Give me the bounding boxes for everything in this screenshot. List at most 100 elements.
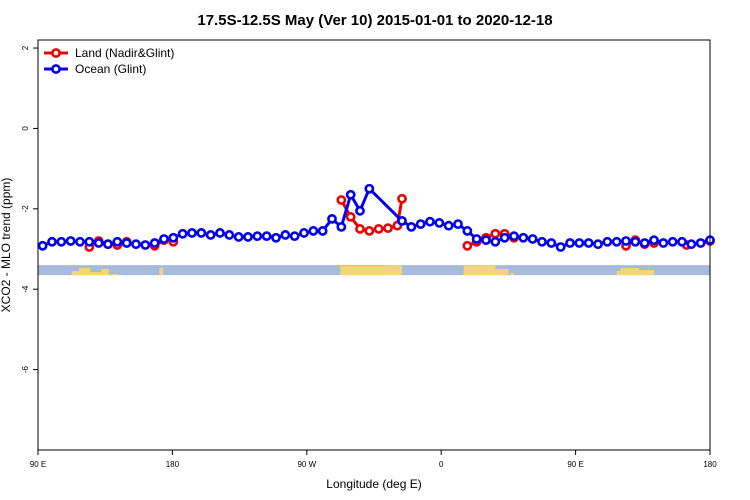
ocean-series-point (84, 236, 95, 247)
chart-title: 17.5S-12.5S May (Ver 10) 2015-01-01 to 2… (197, 12, 552, 29)
land-patch (620, 268, 640, 276)
land-series-point (462, 240, 473, 251)
ocean-series-point (443, 220, 454, 231)
ocean-series-point (453, 219, 463, 229)
ocean-series-point (280, 230, 291, 240)
land-patch (340, 266, 386, 276)
x-tick-label: 0 (439, 460, 444, 469)
ocean-series-point (546, 238, 557, 248)
ocean-series-point (686, 239, 697, 250)
legend: Land (Nadir&Glint) Ocean (Glint) (44, 46, 174, 76)
x-tick-label: 90 E (567, 460, 583, 469)
ocean-series-point (499, 232, 510, 243)
ocean-series-point (168, 232, 179, 243)
ocean-series-point (159, 234, 169, 244)
ocean-series-point (103, 239, 113, 250)
ocean-series-point (131, 239, 141, 250)
ocean-series-point (327, 213, 337, 224)
ocean-series-point (308, 226, 319, 236)
ocean-series-point (406, 222, 417, 232)
ocean-series-point (649, 235, 659, 246)
land-patch (639, 270, 654, 276)
x-tick-label: 90 W (297, 460, 316, 469)
ocean-series-point (224, 230, 235, 240)
land-patch (616, 271, 621, 276)
land-series-point (345, 211, 356, 222)
ocean-series-point (658, 238, 669, 248)
ocean-series-point (695, 238, 706, 248)
ocean-series-point (317, 226, 328, 236)
land-patch (110, 274, 119, 276)
ocean-series-point (252, 231, 263, 242)
legend-marker (51, 48, 61, 58)
ocean-series-point (299, 228, 309, 238)
ocean-series-point (583, 238, 594, 248)
ocean-series-point (593, 239, 603, 250)
ocean-series-point (112, 236, 123, 247)
ocean-series-point (565, 238, 575, 248)
ocean-series-point (75, 236, 85, 247)
x-tick-label: 180 (166, 460, 180, 469)
x-axis-ticks: 90 E 180 90 W 0 90 E 180 (30, 450, 717, 469)
ocean-series-point (271, 232, 281, 243)
land-patch (495, 269, 509, 276)
land-series-point (336, 195, 347, 205)
y-tick-label: -4 (21, 285, 30, 293)
ocean-series-point (574, 238, 585, 248)
y-axis-ticks: 2 0 -2 -4 -6 (21, 45, 38, 373)
land-series-point (490, 228, 501, 239)
y-tick-label: 0 (21, 126, 30, 131)
ocean-series-point (233, 232, 244, 242)
y-tick-label: -6 (21, 366, 30, 374)
land-series-point (383, 223, 393, 234)
x-tick-label: 180 (703, 460, 717, 469)
ocean-series-point (149, 238, 160, 248)
y-tick-label: 2 (21, 45, 30, 50)
series-layer (37, 183, 715, 252)
ocean-series-point (65, 236, 76, 246)
ocean-series-point (425, 216, 435, 227)
ocean-series-point (621, 236, 631, 246)
land-patch (159, 268, 164, 276)
ocean-series-point (667, 236, 678, 247)
legend-label: Ocean (Glint) (75, 62, 146, 76)
ocean-series-point (243, 232, 253, 242)
land-series-point (355, 224, 365, 234)
land-patch (463, 265, 496, 276)
ocean-series-point (355, 205, 365, 216)
ocean-series-point (215, 228, 225, 238)
ocean-series-point (140, 240, 151, 250)
land-patch (71, 271, 80, 276)
land-patch (79, 268, 91, 276)
x-axis-label: Longitude (deg E) (326, 477, 421, 491)
ocean-series-point (677, 236, 687, 247)
ocean-series-point (490, 236, 501, 247)
ocean-series-point (187, 228, 197, 238)
ocean-series-point (93, 238, 104, 248)
ocean-series-point (481, 235, 491, 246)
ocean-series-point (415, 219, 426, 229)
ocean-series-point (509, 231, 519, 242)
land-patch (101, 269, 109, 276)
ocean-series-point (345, 189, 356, 200)
ocean-series-point (196, 228, 207, 238)
ocean-series-point (462, 226, 473, 236)
ocean-series-point (205, 230, 216, 240)
ocean-series-point (121, 238, 132, 248)
ocean-series-point (639, 238, 650, 248)
ocean-series-point (364, 183, 375, 194)
y-axis-label: XCO2 - MLO trend (ppm) (0, 178, 13, 313)
y-tick-label: -2 (21, 205, 30, 213)
ocean-series-point (630, 236, 641, 247)
plot-frame (37, 39, 711, 451)
ocean-series-point (261, 231, 272, 242)
ocean-series-point (56, 236, 67, 247)
ocean-series-point (434, 217, 445, 228)
land-patch (90, 272, 102, 276)
ocean-series-point (47, 236, 57, 247)
land-ocean-mask (38, 265, 710, 276)
land-patch (510, 273, 514, 276)
land-series-point (373, 224, 384, 234)
ocean-series-point (611, 236, 622, 247)
